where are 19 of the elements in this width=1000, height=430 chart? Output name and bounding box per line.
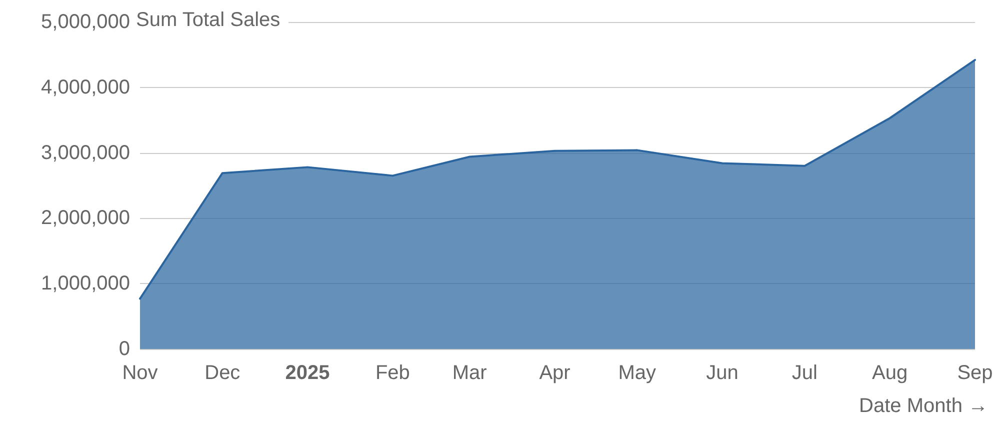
y-tick-label: 4,000,000 [41,76,130,98]
x-tick-label: Jun [706,362,738,384]
x-tick-label: Apr [539,362,571,384]
x-tick-label: Dec [204,362,240,384]
x-tick-label: Nov [122,362,158,384]
y-axis-title: Sum Total Sales [136,9,280,31]
y-tick-label: 5,000,000 [41,11,130,33]
y-tick-label: 0 [118,338,130,360]
x-tick-label: Jul [792,362,818,384]
x-tick-label: May [618,362,656,384]
y-tick-label: 2,000,000 [41,207,130,230]
y-tick-label: 1,000,000 [41,272,130,295]
x-tick-label: 2025 [285,362,330,384]
x-tick-label: Aug [872,362,908,384]
x-tick-label: Mar [452,362,488,384]
x-tick-label: Feb [375,362,410,384]
x-tick-label: Sep [957,362,993,384]
x-axis-title: Date Month → [859,395,988,417]
y-tick-label: 3,000,000 [41,142,130,164]
